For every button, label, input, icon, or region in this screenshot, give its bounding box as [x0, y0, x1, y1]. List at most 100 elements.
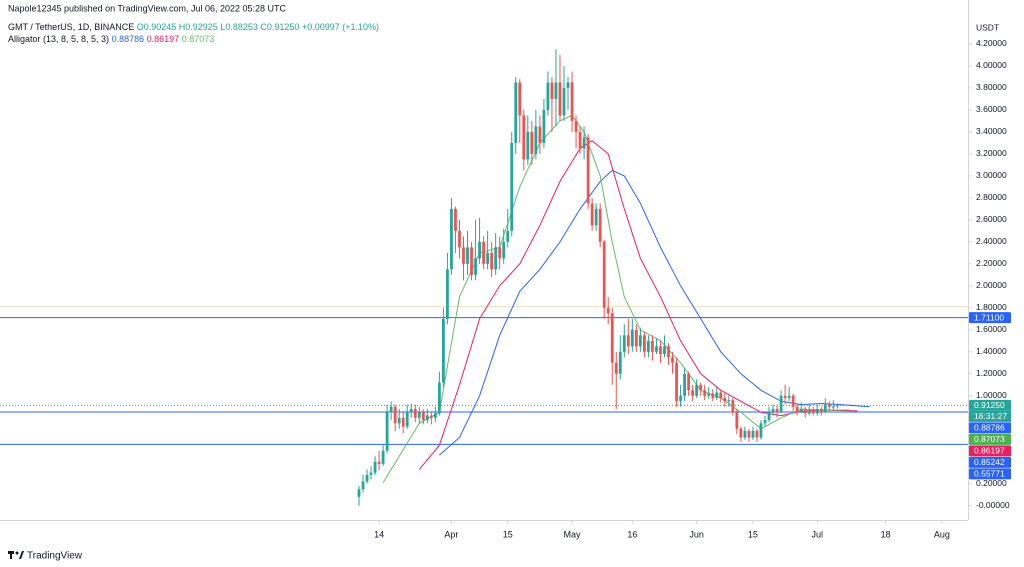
candle-body [385, 412, 389, 451]
candle-body [586, 137, 590, 204]
candle-body [711, 393, 715, 398]
candle-body [570, 82, 574, 121]
candle-body [767, 412, 771, 420]
candle-body [747, 430, 751, 438]
candle-body [506, 230, 510, 242]
symbol: GMT / TetherUS, 1D, BINANCE [8, 22, 134, 32]
candle-body [566, 82, 570, 88]
candle-body [622, 335, 626, 352]
candle-body [502, 241, 506, 259]
candle-body [827, 404, 831, 407]
candle-body [707, 393, 711, 396]
candle-body [441, 318, 445, 383]
candle-body [409, 408, 413, 413]
candle-body [815, 408, 819, 414]
candle-body [365, 474, 369, 482]
price-badge [969, 399, 1011, 411]
candle-body [675, 362, 678, 402]
x-tick-label: 18 [881, 529, 891, 539]
candle-body [446, 269, 449, 319]
y-tick-label: 3.20000 [976, 148, 1007, 158]
candle-body [554, 82, 558, 99]
price-badge-label: 0.88786 [974, 423, 1005, 433]
candle-body [498, 247, 502, 259]
y-tick-label: 1.00000 [976, 390, 1007, 400]
candle-body [835, 405, 839, 407]
brand: TradingView [27, 551, 83, 562]
ohlc-close: C0.91250 [260, 22, 299, 32]
candle-body [357, 489, 361, 497]
candle-body [647, 340, 650, 352]
candle-body [405, 412, 409, 427]
price-badge-label: 0.55771 [974, 469, 1005, 479]
candle-body [401, 417, 405, 427]
candle-body [771, 408, 775, 413]
candle-body [518, 82, 522, 116]
candle-body [494, 247, 498, 270]
candle-body [474, 258, 477, 275]
candle-body [478, 241, 481, 259]
y-tick-label: -0.00000 [976, 500, 1010, 510]
candle-body [482, 241, 485, 264]
candle-body [775, 408, 779, 413]
candle-body [514, 82, 518, 143]
candle-body [638, 335, 642, 347]
candle-body [450, 208, 453, 270]
candle-body [699, 384, 703, 391]
candle-body [787, 395, 791, 398]
candle-body [783, 395, 787, 398]
candle-body [538, 126, 542, 143]
x-tick-label: 15 [748, 529, 758, 539]
y-tick-label: 1.20000 [976, 368, 1007, 378]
candle-body [819, 408, 823, 413]
candle-body [614, 362, 618, 374]
x-tick-label: 16 [627, 529, 637, 539]
y-tick-label: 2.40000 [976, 236, 1007, 246]
candle-body [659, 346, 662, 354]
publisher: Napole12345 published on TradingView.com… [8, 3, 287, 13]
candle-body [377, 461, 381, 464]
price-badge-label: 0.91250 [974, 400, 1005, 410]
candle-body [687, 373, 691, 391]
candle-body [425, 415, 429, 420]
x-tick-label: Aug [934, 529, 950, 539]
candle-body [626, 335, 630, 347]
candle-body [526, 131, 530, 160]
candle-body [663, 346, 666, 354]
candle-body [634, 329, 638, 347]
candle-body [530, 131, 534, 154]
x-tick-label: 14 [374, 529, 384, 539]
ohlc-high: H0.92925 [179, 22, 218, 32]
candle-body [739, 428, 743, 438]
candle-body [651, 340, 654, 352]
candle-body [743, 430, 747, 438]
candle-body [562, 87, 566, 116]
candle-body [522, 115, 526, 160]
y-tick-label: 1.80000 [976, 302, 1007, 312]
candle-body [433, 413, 437, 418]
y-tick-label: 3.40000 [976, 126, 1007, 136]
candle-body [598, 208, 602, 242]
lips-value: 0.87073 [182, 34, 215, 44]
candle-body [546, 82, 550, 110]
candle-body [695, 384, 699, 396]
candle-body [831, 406, 835, 408]
x-tick-label: May [564, 529, 582, 539]
candle-body [823, 404, 827, 413]
x-tick-label: Jul [811, 529, 823, 539]
price-badge-label: 0.87073 [974, 434, 1005, 444]
candle-body [671, 357, 674, 363]
price-badge-label: 0.86197 [974, 446, 1005, 456]
candle-body [759, 423, 763, 438]
price-badge [969, 433, 1011, 445]
candle-body [397, 417, 401, 424]
countdown-badge [969, 410, 1011, 422]
x-tick-label: Jun [689, 529, 704, 539]
candle-body [550, 82, 554, 99]
candle-body [369, 472, 373, 475]
countdown: 18:31:27 [974, 411, 1007, 421]
candle-body [470, 247, 473, 275]
y-tick-label: 4.00000 [976, 60, 1007, 70]
candle-body [594, 208, 598, 226]
